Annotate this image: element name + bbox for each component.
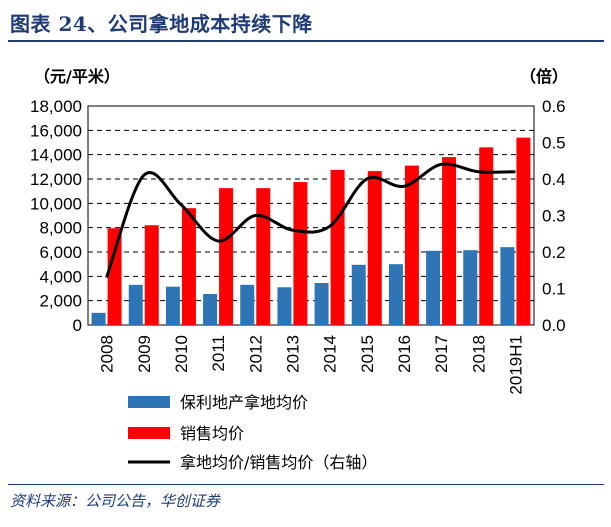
bar-land-price <box>426 250 441 325</box>
category-label: 2015 <box>358 335 377 373</box>
bar-land-price <box>128 284 143 325</box>
bar-sales-price <box>181 208 196 325</box>
category-label: 2011 <box>209 335 228 372</box>
chart-title: 图表 24、公司拿地成本持续下降 <box>10 12 313 36</box>
bar-sales-price <box>404 165 419 325</box>
legend-label-land-price: 保利地产拿地均价 <box>180 393 308 412</box>
footer-divider <box>8 484 604 485</box>
bar-sales-price <box>330 169 345 325</box>
ratio-line <box>105 162 516 279</box>
right-tick-label: 0.0 <box>542 316 566 335</box>
category-label: 2017 <box>432 335 451 373</box>
category-label: 2016 <box>395 335 414 373</box>
title-divider <box>8 40 604 42</box>
left-tick-label: 16,000 <box>30 121 82 140</box>
category-label: 2019H1 <box>506 335 525 395</box>
bar-land-price <box>463 250 478 325</box>
legend-swatch-land-price <box>128 396 170 408</box>
bar-sales-price <box>293 182 308 325</box>
category-label: 2012 <box>246 335 265 373</box>
right-axis-unit: （倍） <box>520 67 568 86</box>
left-tick-label: 6,000 <box>39 243 82 262</box>
left-tick-label: 8,000 <box>39 219 82 238</box>
category-label: 2018 <box>469 335 488 373</box>
left-tick-label: 0 <box>73 316 82 335</box>
left-tick-label: 2,000 <box>39 292 82 311</box>
right-tick-label: 0.2 <box>542 243 566 262</box>
plot-border <box>87 105 535 326</box>
left-tick-label: 12,000 <box>30 170 82 189</box>
bar-sales-price <box>367 171 382 325</box>
category-label: 2009 <box>135 335 154 373</box>
bar-sales-price <box>479 147 494 325</box>
bar-sales-price <box>442 157 457 325</box>
right-tick-label: 0.6 <box>542 97 566 116</box>
left-axis-unit: （元/平米） <box>34 67 120 86</box>
source-note: 资料来源：公司公告，华创证券 <box>10 492 221 510</box>
bar-sales-price <box>144 225 159 325</box>
right-tick-label: 0.4 <box>542 170 566 189</box>
bar-sales-price <box>219 188 234 325</box>
right-tick-label: 0.5 <box>542 134 566 153</box>
category-label: 2010 <box>172 335 191 373</box>
bar-land-price <box>91 312 106 325</box>
left-tick-label: 4,000 <box>39 267 82 286</box>
category-label: 2013 <box>283 335 302 373</box>
bar-land-price <box>165 286 180 325</box>
right-tick-label: 0.1 <box>542 280 566 299</box>
bar-land-price <box>314 283 329 325</box>
bar-land-price <box>500 247 515 325</box>
title-bar: 图表 24、公司拿地成本持续下降 <box>0 0 611 44</box>
bar-land-price <box>203 293 218 325</box>
bar-sales-price <box>516 137 531 325</box>
category-label: 2008 <box>98 335 117 373</box>
legend-label-ratio: 拿地均价/销售均价（右轴） <box>180 453 377 472</box>
legend-swatch-sales-price <box>128 427 170 439</box>
bar-sales-price <box>107 228 122 325</box>
left-tick-label: 18,000 <box>30 97 82 116</box>
category-label: 2014 <box>321 335 340 373</box>
left-tick-label: 14,000 <box>30 146 82 165</box>
bar-land-price <box>388 264 403 325</box>
bar-sales-price <box>256 188 271 325</box>
bar-land-price <box>277 287 292 325</box>
bar-land-price <box>240 284 255 325</box>
legend-label-sales-price: 销售均价 <box>180 424 244 443</box>
left-tick-label: 10,000 <box>30 194 82 213</box>
right-tick-label: 0.3 <box>542 207 566 226</box>
bar-land-price <box>351 264 366 325</box>
